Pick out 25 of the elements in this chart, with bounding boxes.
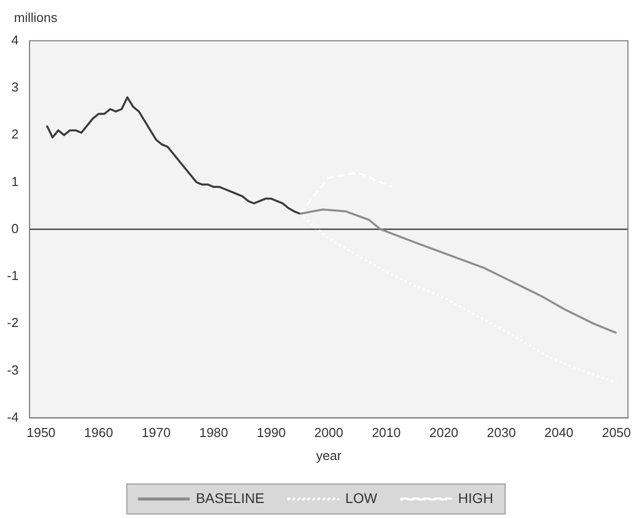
legend-label: HIGH xyxy=(458,490,494,506)
x-tick-label: 1960 xyxy=(84,425,114,440)
y-tick-label: 4 xyxy=(11,32,19,48)
x-tick-label: 2010 xyxy=(372,425,401,440)
y-axis-title: millions xyxy=(14,10,58,25)
x-tick-label: 1970 xyxy=(142,425,171,440)
legend-label: LOW xyxy=(345,490,378,506)
x-tick-label: 2000 xyxy=(314,425,344,440)
y-tick-label: 1 xyxy=(11,174,19,189)
x-tick-label: 2040 xyxy=(544,425,574,440)
y-tick-label: -3 xyxy=(6,362,19,378)
x-tick-label: 2020 xyxy=(429,425,458,440)
y-tick-label: 3 xyxy=(11,80,19,95)
x-tick-label: 1980 xyxy=(199,425,228,440)
x-tick-label: 1990 xyxy=(256,425,286,440)
legend-label: BASELINE xyxy=(196,490,264,506)
x-tick-label: 2050 xyxy=(602,425,631,440)
x-tick-label: 1950 xyxy=(26,425,56,440)
x-tick-label: 2030 xyxy=(486,425,516,440)
y-tick-label: -2 xyxy=(6,315,19,330)
y-tick-label: -4 xyxy=(6,409,19,424)
x-axis-title: year xyxy=(316,448,342,463)
y-tick-label: 0 xyxy=(11,220,19,236)
y-tick-label: 2 xyxy=(11,126,19,142)
y-tick-label: -1 xyxy=(6,268,19,284)
